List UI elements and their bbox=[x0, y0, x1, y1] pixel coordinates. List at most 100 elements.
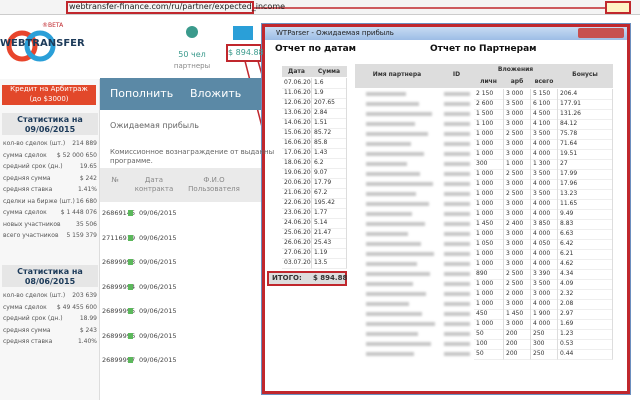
table-header: Ф.И.О Пользователя bbox=[188, 176, 240, 193]
partner-cell: 250 bbox=[531, 349, 558, 360]
logo-ring bbox=[24, 30, 56, 62]
stats-value: 203 639 bbox=[72, 292, 97, 299]
partner-cell: 8.83 bbox=[558, 219, 613, 230]
partner-cell: 6.63 bbox=[558, 229, 613, 240]
partner-cell: 4.62 bbox=[558, 259, 613, 270]
stats-label: кол-во сделок (шт.) bbox=[3, 292, 66, 299]
partner-cell: 1 300 bbox=[531, 159, 558, 170]
partner-cell: 3 500 bbox=[504, 99, 531, 110]
partner-cell: 6.42 bbox=[558, 239, 613, 250]
contract-id[interactable]: 26899997 bbox=[102, 356, 136, 364]
partners-subheader: арб bbox=[504, 77, 531, 87]
popup-title: WTParser - Ожидаемая прибыль bbox=[276, 29, 394, 37]
partner-cell: 4 000 bbox=[531, 149, 558, 160]
credit-button-text[interactable]: Кредит на Арбитраж bbox=[2, 85, 96, 95]
action-button[interactable]: Вложить bbox=[190, 87, 242, 100]
partner-cell: 2 500 bbox=[504, 279, 531, 290]
date-cell: 20.06.2015 bbox=[282, 178, 312, 189]
partner-id-blur bbox=[444, 182, 470, 186]
stats-value: $ 242 bbox=[79, 174, 97, 182]
partner-id-blur bbox=[444, 102, 470, 106]
date-cell: 1.51 bbox=[312, 118, 347, 129]
contract-id[interactable]: 26869145 bbox=[102, 209, 136, 217]
stats-value: 1.40% bbox=[77, 338, 97, 345]
partner-id-blur bbox=[444, 312, 470, 316]
partner-cell: 3 000 bbox=[504, 209, 531, 220]
total-value: $ 894.88 bbox=[313, 274, 348, 282]
partner-cell: 50 bbox=[474, 329, 504, 340]
stats-value: 214 889 bbox=[72, 140, 97, 147]
partner-cell: 206.4 bbox=[558, 89, 613, 100]
contract-id[interactable]: 27116919 bbox=[102, 233, 136, 242]
contract-id[interactable]: 26899994 bbox=[102, 282, 136, 291]
extension-icon[interactable] bbox=[605, 1, 631, 14]
partner-cell: 1 000 bbox=[474, 279, 504, 290]
partner-name-blur bbox=[366, 312, 422, 316]
date-cell: 13.06.2015 bbox=[282, 108, 312, 119]
credit-button-text[interactable]: (до $3000) bbox=[2, 95, 96, 105]
partner-cell: 4 000 bbox=[531, 229, 558, 240]
date-cell: 16.06.2015 bbox=[282, 138, 312, 149]
dates-header-bg bbox=[282, 66, 347, 77]
stats-label: средняя ставка bbox=[3, 338, 53, 345]
stats-box bbox=[2, 265, 98, 287]
partner-id-blur bbox=[444, 212, 470, 216]
section-title: Ожидаемая прибыль bbox=[110, 121, 199, 130]
date-cell: 13.5 bbox=[312, 258, 347, 269]
contract-id[interactable]: 26899996 bbox=[102, 331, 136, 340]
stats-value: 35 506 bbox=[76, 220, 97, 228]
partner-name-blur bbox=[366, 172, 420, 176]
partner-cell: 2.32 bbox=[558, 289, 613, 300]
status-icon bbox=[128, 332, 133, 339]
status-icon bbox=[128, 234, 133, 241]
partner-cell: 6.21 bbox=[558, 249, 613, 260]
stats-value: $ 52 000 650 bbox=[56, 151, 97, 159]
stats-label: кол-во сделок (шт.) bbox=[3, 140, 66, 147]
date-cell: 1.77 bbox=[312, 208, 347, 219]
partner-name-blur bbox=[366, 182, 433, 186]
date-cell: 21.06.2015 bbox=[282, 188, 312, 199]
partner-name-blur bbox=[366, 232, 408, 236]
partner-cell: 27 bbox=[558, 159, 613, 170]
contract-id[interactable]: 26899995 bbox=[102, 307, 136, 315]
partner-id-blur bbox=[444, 132, 470, 136]
partner-cell: 3 000 bbox=[504, 259, 531, 270]
partner-cell: 4 000 bbox=[531, 259, 558, 270]
contract-date: 09/06/2015 bbox=[139, 307, 177, 315]
partner-id-blur bbox=[444, 112, 470, 116]
table-header-bg bbox=[100, 168, 262, 202]
partner-cell: 1 050 bbox=[474, 239, 504, 250]
partner-cell: 2 400 bbox=[504, 219, 531, 230]
partner-cell: 19.51 bbox=[558, 149, 613, 160]
partner-cell: 890 bbox=[474, 269, 504, 280]
url: webtransfer-finance.com/ru/partner/expec… bbox=[69, 2, 286, 11]
partner-cell: 1 000 bbox=[474, 139, 504, 150]
logo-ring bbox=[6, 30, 38, 62]
total-highlight bbox=[267, 271, 347, 286]
partner-cell: 2 500 bbox=[504, 169, 531, 180]
partner-cell: 0.44 bbox=[558, 349, 613, 360]
action-button[interactable]: Пополнить bbox=[110, 87, 174, 100]
window-controls[interactable] bbox=[578, 28, 624, 38]
partner-cell: 1 000 bbox=[474, 229, 504, 240]
date-cell: 1.19 bbox=[312, 248, 347, 259]
partner-cell: 200 bbox=[504, 329, 531, 340]
partner-cell: 3 000 bbox=[504, 139, 531, 150]
partner-cell: 75.78 bbox=[558, 129, 613, 140]
partner-id-blur bbox=[444, 352, 470, 356]
partner-cell: 4 000 bbox=[531, 209, 558, 220]
partner-cell: 2 500 bbox=[504, 269, 531, 280]
date-cell: 14.06.2015 bbox=[282, 118, 312, 129]
partner-cell: 1 000 bbox=[474, 319, 504, 330]
description: программе. bbox=[110, 157, 153, 165]
partner-cell: 4.09 bbox=[558, 279, 613, 290]
partner-cell: 2 500 bbox=[504, 189, 531, 200]
balance: $ 894.88 bbox=[228, 48, 264, 57]
partner-cell: 1 000 bbox=[474, 179, 504, 190]
partner-cell: 3 000 bbox=[504, 119, 531, 130]
stats-value: 18.99 bbox=[79, 315, 97, 322]
contract-id[interactable]: 26899993 bbox=[102, 258, 136, 266]
date-cell: 207.65 bbox=[312, 98, 347, 109]
partner-cell: 5 150 bbox=[531, 89, 558, 100]
partner-name-blur bbox=[366, 272, 430, 276]
